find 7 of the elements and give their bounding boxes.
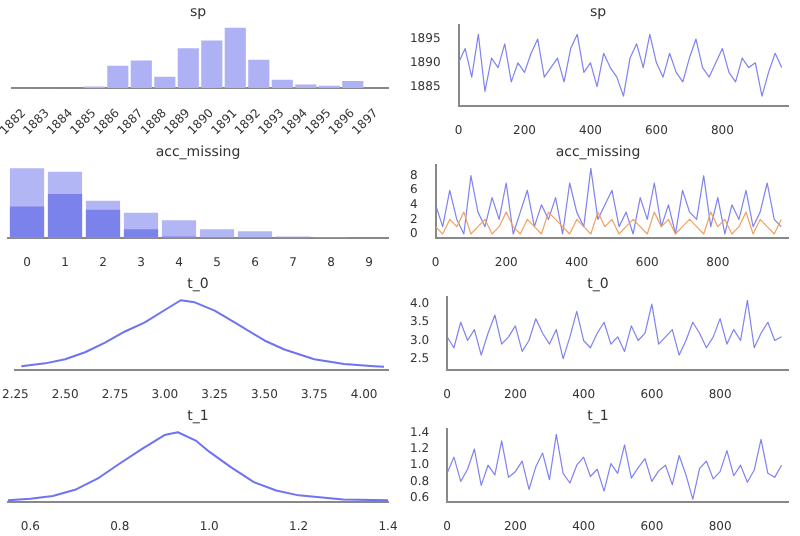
- bar: [123, 229, 159, 238]
- bar: [237, 231, 273, 238]
- bar: [85, 209, 121, 238]
- bar: [199, 229, 235, 238]
- bar: [161, 220, 197, 238]
- bar: [47, 193, 83, 238]
- bar: [9, 206, 45, 238]
